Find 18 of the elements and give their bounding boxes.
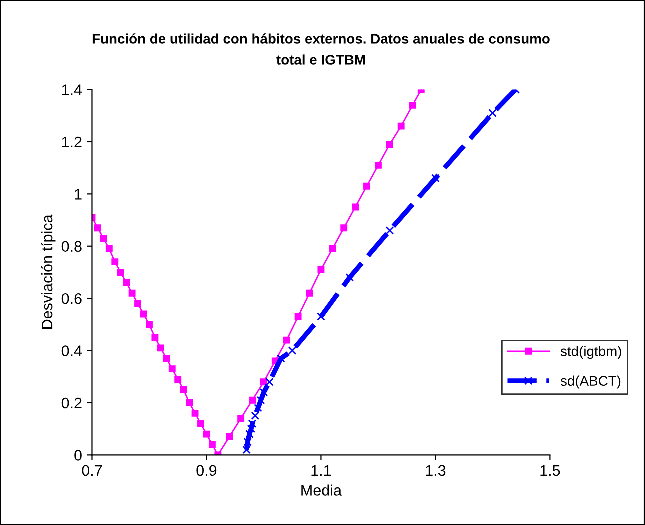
x-tick-label: 0.7 [82, 465, 102, 476]
x-tick-label: 1.1 [312, 465, 332, 476]
chart-title: Función de utilidad con hábitos externos. Datos anuales de consumo total e IGTBM [92, 34, 550, 65]
legend-label: sd(ABCT) [560, 376, 621, 389]
y-tick-label: 0 [74, 450, 82, 461]
y-tick-label: 1.2 [62, 136, 82, 148]
x-axis-title: Media [302, 484, 342, 496]
x-tick-label: 0.9 [196, 465, 217, 476]
x-tick-label: 1.5 [540, 465, 560, 476]
y-tick-label: 1.4 [62, 84, 82, 96]
y-tick-label: 0.2 [62, 398, 82, 409]
y-tick-label: 0.6 [62, 293, 82, 304]
y-tick-label: 0.8 [62, 241, 82, 252]
y-tick-label: 0.4 [62, 346, 82, 356]
x-tick-label: 1.3 [426, 465, 446, 476]
y-tick-label: 1 [75, 189, 82, 200]
legend-label: std(igtbm) [560, 346, 622, 360]
y-axis-title: Desviación típica [41, 214, 56, 329]
